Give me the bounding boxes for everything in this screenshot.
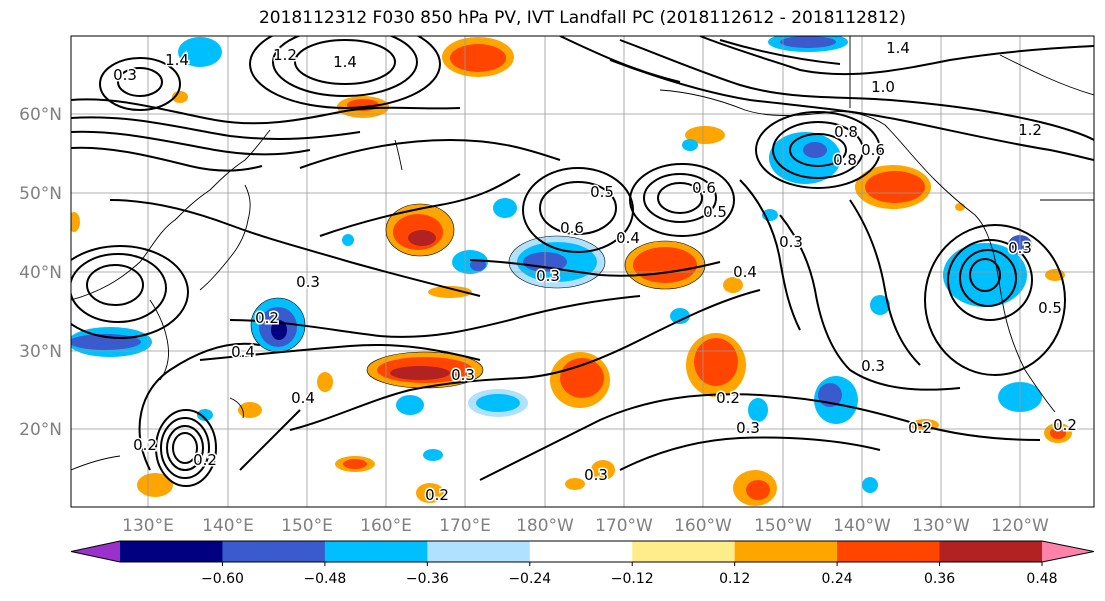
colorbar-tick-label: 0.48 bbox=[1026, 571, 1057, 587]
colorbar-tick-label: 0.36 bbox=[924, 571, 955, 587]
map-frame bbox=[70, 35, 1095, 508]
pv-negative-anomaly-6 bbox=[814, 376, 858, 424]
contour-label: 0.6 bbox=[861, 141, 885, 159]
colorbar-segment bbox=[837, 541, 941, 562]
pv-positive-anomaly-8 bbox=[442, 37, 514, 77]
lon-label: 160°E bbox=[360, 516, 412, 536]
pv-positive-anomaly-6 bbox=[855, 165, 931, 209]
contour-label: 0.3 bbox=[861, 357, 885, 375]
pv-positive-anomaly-1 bbox=[386, 204, 454, 256]
colorbar-segment bbox=[529, 541, 633, 562]
lat-label: 20°N bbox=[19, 420, 62, 440]
lon-label: 130°W bbox=[912, 516, 970, 536]
pv-negative-anomaly-3 bbox=[71, 327, 152, 357]
contour-label: 0.6 bbox=[560, 219, 584, 237]
contour-label: 1.2 bbox=[273, 46, 297, 64]
colorbar-tick-label: 0.12 bbox=[719, 571, 750, 587]
lat-label: 40°N bbox=[19, 263, 62, 283]
colorbar-segment bbox=[222, 541, 326, 562]
longitude-labels: 130°E 140°E 150°E 160°E 170°E 180°W 170°… bbox=[122, 516, 1049, 536]
colorbar-tick-label: −0.48 bbox=[303, 571, 346, 587]
pv-negative-anomaly-2 bbox=[251, 298, 305, 352]
contour-label: 1.4 bbox=[333, 53, 357, 71]
lat-label: 50°N bbox=[19, 184, 62, 204]
colorbar-tick-label: −0.12 bbox=[611, 571, 654, 587]
contour-label: 1.4 bbox=[886, 39, 910, 57]
contour-label: 0.4 bbox=[616, 229, 640, 247]
contour-label: 0.3 bbox=[296, 273, 320, 291]
pv-positive-anomaly-7 bbox=[733, 470, 777, 506]
contour-label: 0.2 bbox=[1053, 416, 1077, 434]
contour-label: 0.3 bbox=[1008, 239, 1032, 257]
lon-label: 170°E bbox=[439, 516, 491, 536]
colorbar-segment bbox=[324, 541, 428, 562]
contour-label: 1.2 bbox=[1018, 121, 1042, 139]
coastlines bbox=[71, 36, 1094, 471]
contour-label: 1.0 bbox=[871, 78, 895, 96]
contour-label: 1.4 bbox=[165, 51, 189, 69]
lon-label: 160°W bbox=[674, 516, 732, 536]
pv-positive-anomaly-4 bbox=[550, 352, 610, 408]
lon-label: 140°E bbox=[202, 516, 254, 536]
lat-label: 60°N bbox=[19, 105, 62, 125]
lon-label: 130°E bbox=[122, 516, 174, 536]
contour-label: 0.5 bbox=[1038, 299, 1062, 317]
colorbar-segment bbox=[120, 541, 223, 562]
pv-positive-anomaly-5 bbox=[686, 333, 746, 397]
colorbar-tick-label: 0.24 bbox=[822, 571, 853, 587]
lon-label: 150°W bbox=[754, 516, 812, 536]
contour-label: 0.3 bbox=[451, 366, 475, 384]
contour-label: 0.2 bbox=[908, 419, 932, 437]
colorbar-segment bbox=[734, 541, 838, 562]
contour-label: 0.4 bbox=[231, 343, 255, 361]
contour-label: 0.3 bbox=[536, 267, 560, 285]
contour-label: 0.4 bbox=[733, 263, 757, 281]
contour-label: 0.2 bbox=[133, 436, 157, 454]
lon-label: 140°W bbox=[833, 516, 891, 536]
contour-label: 0.3 bbox=[779, 233, 803, 251]
colorbar-extend-high bbox=[1042, 541, 1094, 562]
lon-label: 120°W bbox=[991, 516, 1049, 536]
contour-label: 0.2 bbox=[255, 309, 279, 327]
contour-label: 0.8 bbox=[834, 123, 858, 141]
contour-label: 0.3 bbox=[584, 466, 608, 484]
colorbar-extend-low bbox=[71, 541, 120, 562]
contour-label: 0.2 bbox=[716, 389, 740, 407]
colorbar-segment bbox=[427, 541, 531, 562]
contour-label: 0.3 bbox=[113, 66, 137, 84]
contour-label: 0.5 bbox=[590, 183, 614, 201]
latitude-labels: 60°N 50°N 40°N 30°N 20°N bbox=[19, 105, 62, 440]
map-title: 2018112312 F030 850 hPa PV, IVT Landfall… bbox=[258, 8, 906, 28]
contour-labels: 1.4 1.4 1.2 0.3 0.6 0.5 0.6 0.5 0.4 0.3 0.3 0.4 0.3 0… bbox=[112, 38, 1079, 506]
contour-label: 0.5 bbox=[703, 203, 727, 221]
contour-label: 0.3 bbox=[736, 419, 760, 437]
lon-label: 180°W bbox=[516, 516, 574, 536]
map-panel: 1.4 1.4 1.2 0.3 0.6 0.5 0.6 0.5 0.4 0.3 0.3 0.4 0.3 0… bbox=[71, 36, 1094, 507]
contour-label: 0.2 bbox=[193, 451, 217, 469]
contour-label: 0.4 bbox=[291, 389, 315, 407]
contour-label: 0.8 bbox=[833, 151, 857, 169]
lon-label: 150°E bbox=[281, 516, 333, 536]
contour-label: 0.2 bbox=[425, 486, 449, 504]
pv-shading bbox=[71, 36, 1072, 506]
lat-label: 30°N bbox=[19, 342, 62, 362]
contour-label: 0.6 bbox=[692, 179, 716, 197]
colorbar-tick-label: −0.36 bbox=[406, 571, 449, 587]
colorbar: −0.60 −0.48 −0.36 −0.24 −0.12 0.12 0.24 0.36 0.4… bbox=[70, 540, 1095, 587]
pv-positive-anomaly-2 bbox=[367, 352, 483, 388]
colorbar-segment bbox=[632, 541, 736, 562]
colorbar-tick-label: −0.24 bbox=[508, 571, 551, 587]
lon-label: 170°W bbox=[595, 516, 653, 536]
colorbar-tick-label: −0.60 bbox=[201, 571, 244, 587]
pv-contours bbox=[71, 36, 1094, 487]
colorbar-segment bbox=[939, 541, 1043, 562]
